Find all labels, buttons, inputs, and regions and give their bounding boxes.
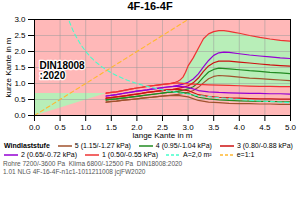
svg-text:4.0: 4.0	[234, 123, 246, 132]
svg-text:4.5: 4.5	[259, 123, 271, 132]
svg-text:0.5: 0.5	[55, 123, 67, 132]
html-text:Rohre 7200/-3600 Pa Klima 6800: Rohre 7200/-3600 Pa Klima 6800/-12500 Pa…	[3, 160, 183, 175]
svg-text:3.5: 3.5	[208, 123, 220, 132]
html-text:e=1:1: e=1:1	[236, 151, 255, 158]
svg-text:DIN18008:2020: DIN18008:2020	[40, 60, 85, 81]
svg-text:3.0: 3.0	[14, 15, 26, 24]
svg-text:2.5: 2.5	[156, 123, 169, 133]
html-text:5 (1.15/-1.27 kPa): 5 (1.15/-1.27 kPa)	[74, 142, 131, 149]
svg-text:lange Kante in m: lange Kante in m	[132, 131, 192, 140]
svg-text:3.0: 3.0	[182, 123, 194, 133]
svg-text:kurze Kante in m: kurze Kante in m	[4, 37, 13, 97]
svg-text:2.0: 2.0	[131, 123, 143, 133]
html-text:2 (0.65/-0.72 kPa): 2 (0.65/-0.72 kPa)	[21, 151, 77, 158]
html-text:3 (0.80/-0.88 kPa): 3 (0.80/-0.88 kPa)	[236, 142, 293, 149]
svg-text:1.0: 1.0	[80, 123, 92, 132]
html-text:4F-16-4F: 4F-16-4F	[127, 0, 173, 12]
svg-text:1.0: 1.0	[14, 79, 26, 88]
svg-text:1.5: 1.5	[14, 63, 26, 72]
html-text:A=2,0 m²: A=2,0 m²	[183, 151, 212, 158]
svg-text:0.0: 0.0	[14, 111, 26, 120]
svg-text:5.0: 5.0	[285, 123, 297, 132]
svg-text:2.5: 2.5	[14, 31, 26, 40]
html-text:1 (0.50/-0.55 kPa): 1 (0.50/-0.55 kPa)	[102, 151, 159, 158]
svg-text:0.0: 0.0	[29, 123, 41, 132]
svg-text:0.5: 0.5	[14, 95, 26, 104]
svg-text:2.0: 2.0	[14, 47, 26, 56]
html-text:Windlaststufe: Windlaststufe	[4, 142, 50, 149]
html-text:4 (0.95/-1.04 kPa): 4 (0.95/-1.04 kPa)	[155, 142, 212, 149]
svg-text:1.5: 1.5	[106, 123, 118, 132]
